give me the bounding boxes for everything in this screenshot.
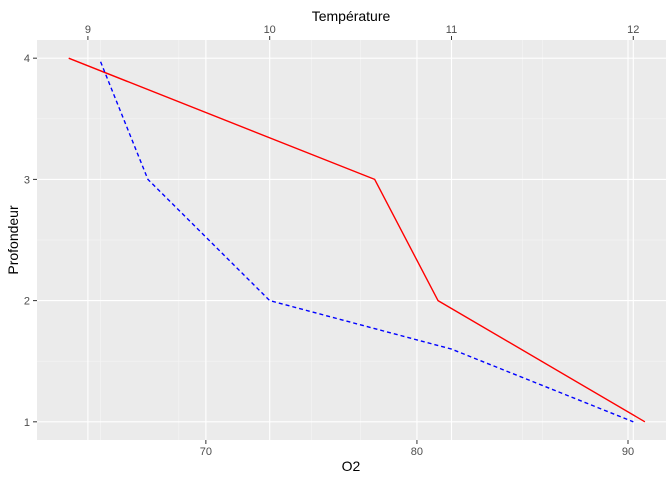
x-axis-title: O2 — [342, 458, 361, 474]
y-tick-label: 1 — [24, 417, 30, 429]
grid-lines — [37, 40, 666, 440]
y-tick-label: 3 — [24, 174, 30, 186]
top-tick-label: 12 — [627, 24, 639, 36]
y-axis-title: Profondeur — [5, 205, 21, 275]
o2-series-line — [68, 57, 646, 423]
top-tick-label: 10 — [264, 24, 276, 36]
y-tick-label: 2 — [24, 296, 30, 308]
x-tick-label: 80 — [411, 446, 423, 458]
x-tick-label: 70 — [200, 446, 212, 458]
x-tick-label: 90 — [622, 446, 634, 458]
series-layer — [68, 57, 646, 423]
y-tick-label: 4 — [24, 53, 30, 65]
temperature-series-line — [99, 61, 634, 423]
top-tick-label: 11 — [446, 24, 457, 36]
top-axis-title: Température — [312, 8, 391, 24]
top-tick-label: 9 — [85, 24, 91, 36]
